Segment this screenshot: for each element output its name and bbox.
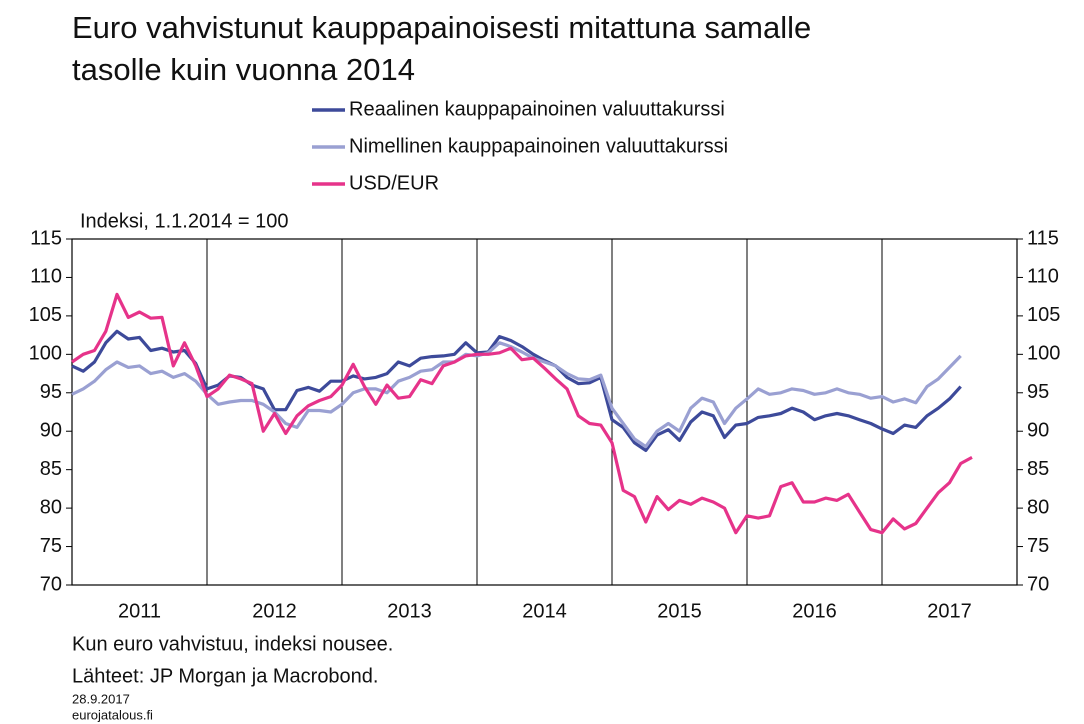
x-tick-label: 2014 xyxy=(522,600,567,622)
series-line xyxy=(71,292,973,535)
legend-label: Reaalinen kauppapainoinen valuuttakurssi xyxy=(349,98,725,120)
chart-title: Euro vahvistunut kauppapainoisesti mitat… xyxy=(72,10,811,45)
y-tick-label: 105 xyxy=(29,304,62,326)
y-tick-label: 75 xyxy=(40,535,62,557)
x-tick-label: 2011 xyxy=(118,600,161,622)
note: Kun euro vahvistuu, indeksi nousee. xyxy=(72,633,393,655)
chart-title: tasolle kuin vuonna 2014 xyxy=(72,52,415,87)
y-axis-label: Indeksi, 1.1.2014 = 100 xyxy=(80,210,289,232)
legend-label: Nimellinen kauppapainoinen valuuttakurss… xyxy=(349,135,728,157)
x-tick-label: 2017 xyxy=(927,600,972,622)
x-tick-label: 2012 xyxy=(252,600,297,622)
y2-tick-label: 85 xyxy=(1027,458,1049,480)
series-line xyxy=(71,329,962,452)
y2-tick-label: 105 xyxy=(1027,304,1060,326)
date: 28.9.2017 xyxy=(72,691,130,706)
y2-tick-label: 110 xyxy=(1027,266,1059,288)
y-tick-label: 70 xyxy=(40,573,62,595)
y-tick-label: 90 xyxy=(40,420,62,442)
y2-tick-label: 75 xyxy=(1027,535,1049,557)
y-tick-label: 115 xyxy=(30,227,62,249)
x-tick-label: 2016 xyxy=(792,600,837,622)
y-tick-label: 85 xyxy=(40,458,62,480)
legend-label: USD/EUR xyxy=(349,172,439,194)
note: Lähteet: JP Morgan ja Macrobond. xyxy=(72,665,378,687)
y2-tick-label: 115 xyxy=(1027,227,1059,249)
y2-tick-label: 70 xyxy=(1027,573,1049,595)
y2-tick-label: 80 xyxy=(1027,496,1049,518)
plot-frame xyxy=(71,238,1018,586)
y2-tick-label: 95 xyxy=(1027,381,1049,403)
y-tick-label: 100 xyxy=(29,343,62,365)
source: eurojatalous.fi xyxy=(72,707,153,722)
y2-tick-label: 100 xyxy=(1027,343,1060,365)
y-tick-label: 95 xyxy=(40,381,62,403)
x-tick-label: 2013 xyxy=(387,600,432,622)
y-tick-label: 80 xyxy=(40,496,62,518)
x-tick-label: 2015 xyxy=(657,600,702,622)
series-line xyxy=(71,341,962,449)
y-tick-label: 110 xyxy=(30,266,62,288)
y2-tick-label: 90 xyxy=(1027,420,1049,442)
